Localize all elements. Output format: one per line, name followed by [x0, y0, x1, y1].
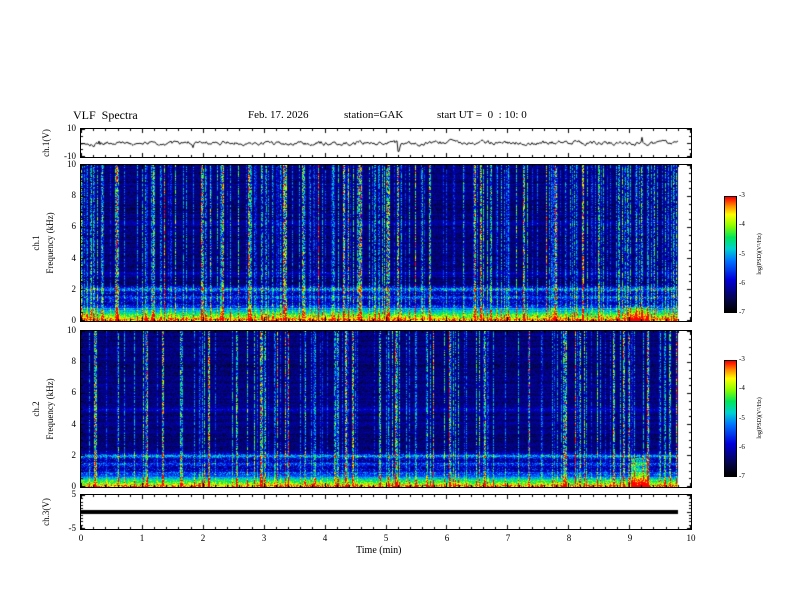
ch1-spectrogram-canvas — [81, 165, 691, 321]
y-tick-label: 0 — [71, 315, 77, 325]
colorbar-tick-label: -7 — [739, 472, 745, 480]
figure-title: VLF Spectra — [73, 108, 138, 122]
x-tick-label: 0 — [78, 533, 84, 543]
y-tick-label: -10 — [64, 151, 76, 161]
colorbar-tick-label: -6 — [739, 278, 745, 287]
y-tick-label: 10 — [67, 123, 76, 133]
colorbar-tick-label: -5 — [739, 249, 745, 258]
y-tick-label: 4 — [71, 252, 77, 263]
ch1-colorbar-canvas — [725, 197, 736, 312]
colorbar-tick-label: -4 — [739, 220, 745, 229]
ch1-colorbar-label: log(PSD)(V²/Hz) — [757, 233, 763, 275]
ch2-colorbar-canvas — [725, 361, 736, 476]
station-label: station=GAK — [344, 109, 404, 121]
ch1-spectrogram-panel — [80, 164, 692, 322]
y-tick-label: -5 — [68, 523, 77, 533]
x-tick-label: 7 — [505, 533, 511, 543]
x-tick-label: 10 — [686, 533, 696, 543]
y-tick-label: 2 — [71, 283, 77, 294]
x-tick-label: 8 — [566, 533, 572, 543]
ch2-spectrogram-panel — [80, 330, 692, 488]
y-tick-label: 10 — [67, 325, 76, 335]
ch3-voltage-axis-label: ch.3(V) — [41, 498, 51, 526]
x-tick-label: 4 — [322, 533, 328, 543]
x-tick-label: 9 — [627, 533, 633, 543]
y-tick-label: 5 — [71, 489, 77, 499]
figure-date: Feb. 17. 2026 — [248, 109, 309, 121]
ch3-waveform-canvas — [81, 495, 691, 529]
ch2-channel-label: ch.2 — [31, 401, 41, 417]
ch2-colorbar-label: log(PSD)(V²/Hz) — [757, 397, 763, 439]
ch1-waveform-canvas — [81, 129, 691, 157]
ch1-channel-label: ch.1 — [31, 235, 41, 251]
y-tick-label: 6 — [71, 387, 77, 398]
x-axis-title: Time (min) — [356, 545, 402, 556]
colorbar-tick-label: -5 — [739, 413, 745, 422]
x-tick-label: 6 — [444, 533, 450, 543]
colorbar-tick-label: -3 — [739, 191, 745, 199]
x-tick-label: 1 — [139, 533, 145, 543]
ch1-frequency-axis-label: Frequency (kHz) — [45, 212, 55, 274]
ch2-frequency-axis-label: Frequency (kHz) — [45, 378, 55, 440]
ch2-colorbar — [724, 360, 737, 477]
colorbar-tick-label: -4 — [739, 384, 745, 393]
x-tick-label: 5 — [383, 533, 389, 543]
start-ut-label: start UT = 0 : 10: 0 — [437, 109, 527, 121]
ch1-waveform-panel — [80, 128, 692, 158]
y-tick-label: 2 — [71, 449, 77, 460]
x-tick-label: 2 — [200, 533, 206, 543]
colorbar-tick-label: -7 — [739, 308, 745, 316]
y-tick-label: 6 — [71, 221, 77, 232]
x-tick-label: 3 — [261, 533, 267, 543]
ch2-spectrogram-canvas — [81, 331, 691, 487]
colorbar-tick-label: -3 — [739, 355, 745, 363]
y-tick-label: 0 — [71, 481, 77, 491]
colorbar-tick-label: -6 — [739, 442, 745, 451]
ch3-waveform-panel — [80, 494, 692, 530]
ch1-voltage-axis-label: ch.1(V) — [41, 129, 51, 157]
y-tick-label: 4 — [71, 418, 77, 429]
y-tick-label: 10 — [67, 159, 76, 169]
ch1-colorbar — [724, 196, 737, 313]
y-tick-label: 8 — [71, 356, 77, 367]
y-tick-label: 8 — [71, 190, 77, 201]
